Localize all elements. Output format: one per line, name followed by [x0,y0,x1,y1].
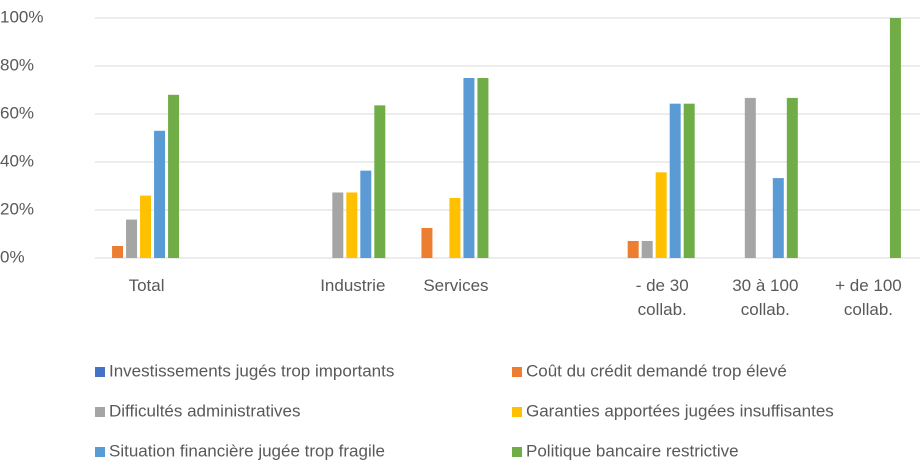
legend-swatch [95,407,105,417]
bar [374,105,386,258]
legend-swatch [512,447,522,457]
bar [477,78,489,258]
legend-swatch [512,367,522,377]
y-tick-label: 40% [0,151,34,170]
bar [655,172,667,258]
bar [786,97,798,258]
y-tick-label: 60% [0,103,34,122]
bar [889,18,901,258]
x-tick-label: 30 à 100 collab. [732,276,799,319]
legend-label: Situation financière jugée trop fragile [109,441,385,460]
x-tick-label: - de 30 collab. [635,276,689,319]
x-tick-label: Total [128,276,165,295]
legend-label: Difficultés administratives [109,401,300,420]
bar [772,178,784,258]
bar [463,78,475,258]
legend-label: Investissements jugés trop importants [109,361,394,380]
legend-swatch [95,367,105,377]
legend-swatch [95,447,105,457]
bar [140,195,152,258]
bar [421,228,433,258]
y-tick-label: 20% [0,199,34,218]
bar [627,240,639,258]
bar [449,198,461,258]
legend-label: Politique bancaire restrictive [526,441,739,460]
legend-label: Coût du crédit demandé trop élevé [526,361,787,380]
bar [126,219,138,258]
y-tick-label: 80% [0,55,34,74]
bar [332,192,344,258]
legend-label: Garanties apportées jugées insuffisantes [526,401,834,420]
bar [669,103,681,259]
x-tick-label: Services [423,276,489,295]
bar [112,246,124,258]
bar [641,240,653,258]
bar [683,103,695,259]
bar [154,130,166,258]
y-tick-label: 100% [0,7,43,26]
bar [346,192,358,258]
bar [168,94,180,258]
bar [744,97,756,258]
x-tick-label: Industrie [320,276,386,295]
x-tick-label: + de 100 collab. [835,276,902,319]
legend-swatch [512,407,522,417]
y-tick-label: 0% [0,247,25,266]
bar [360,170,372,258]
